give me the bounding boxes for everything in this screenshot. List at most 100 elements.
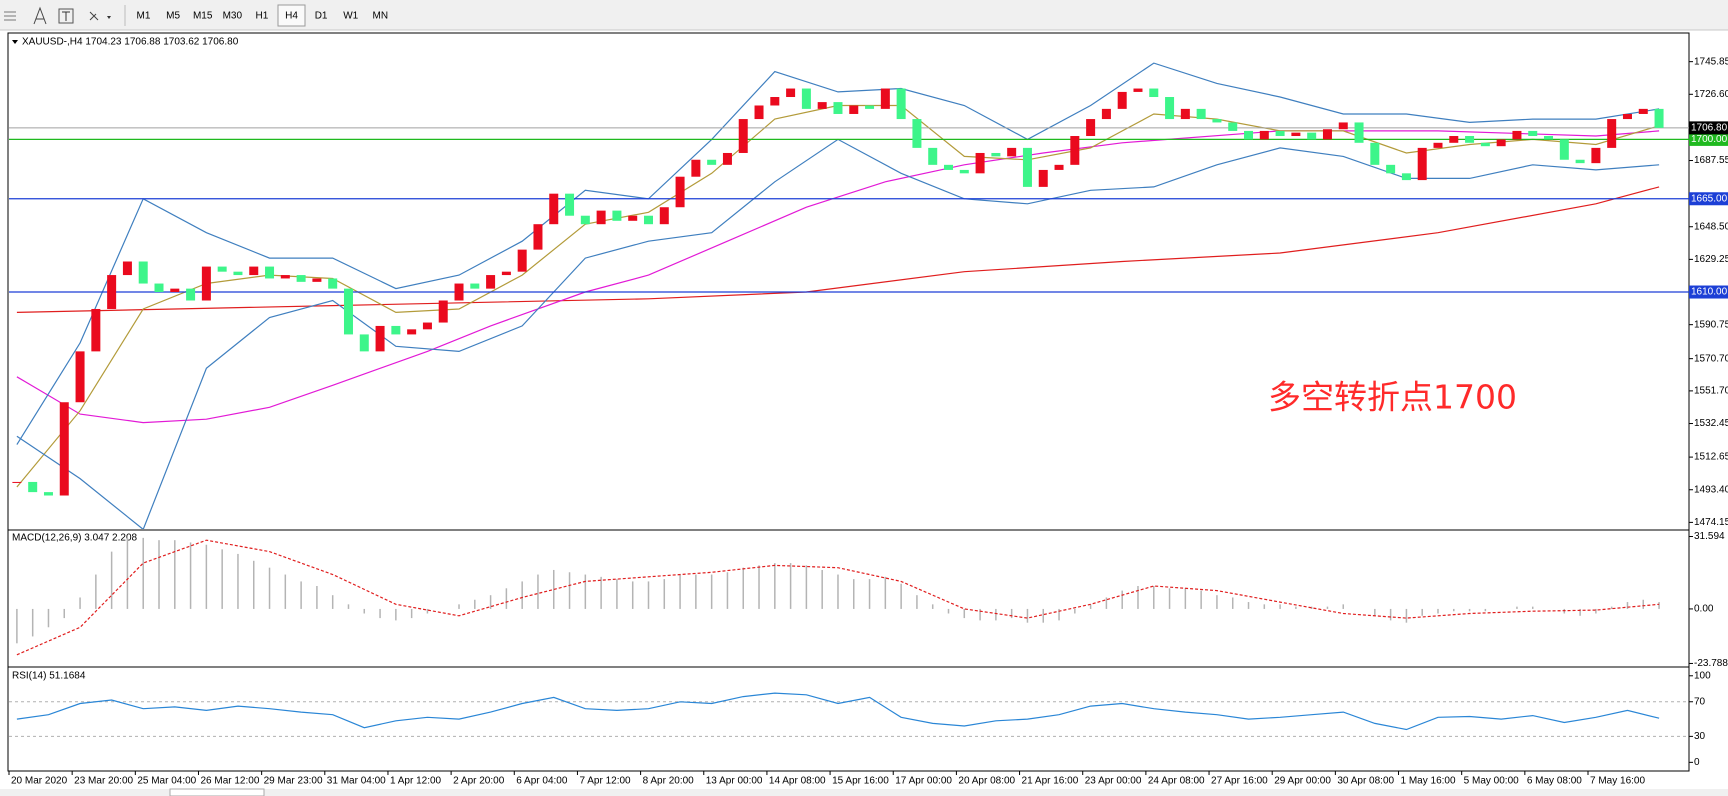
candle-body: [533, 224, 543, 250]
candle-body: [896, 88, 906, 120]
candle-body: [612, 210, 622, 221]
candle-body: [122, 261, 132, 276]
candle-body: [1370, 142, 1380, 165]
y-tick-label: 31.594: [1694, 531, 1725, 542]
candle-body: [249, 266, 259, 276]
timeframe-button[interactable]: [307, 5, 335, 26]
timeframe-label[interactable]: M1: [137, 11, 151, 22]
candle-body: [170, 288, 180, 293]
candle-body: [1338, 122, 1348, 130]
time-label: 20 Mar 2020: [11, 776, 68, 787]
time-label: 23 Mar 20:00: [74, 776, 133, 787]
candle-body: [928, 147, 938, 165]
y-tick-label: 1687.55: [1694, 155, 1728, 166]
rsi-line: [16, 692, 1660, 731]
candle-body: [1275, 130, 1285, 137]
time-label: 27 Apr 16:00: [1211, 776, 1268, 787]
timeframe-button[interactable]: [277, 4, 306, 27]
timeframe-button[interactable]: [248, 5, 276, 26]
candle-body: [1465, 136, 1475, 143]
candle-body: [1291, 132, 1301, 137]
candle-body: [454, 283, 464, 301]
candle-body: [1149, 88, 1159, 98]
candle-body: [659, 207, 669, 225]
timeframe-button[interactable]: [218, 5, 246, 26]
timeframe-button[interactable]: [337, 5, 365, 26]
candle-body: [1496, 139, 1506, 147]
time-label: 25 Mar 04:00: [137, 776, 196, 787]
candle-body: [1354, 122, 1364, 143]
candle-body: [833, 102, 843, 114]
candle-body: [770, 97, 780, 106]
y-tick-label: 1629.25: [1694, 254, 1728, 265]
candle-body: [501, 271, 511, 276]
price-box: [1689, 121, 1728, 135]
candle-body: [549, 193, 559, 225]
candle-body: [1212, 119, 1222, 123]
timeframe-label[interactable]: M5: [166, 11, 180, 22]
candle-body: [43, 492, 53, 496]
y-tick-label: 1745.85: [1694, 56, 1728, 67]
y-tick-label: 0: [1694, 757, 1700, 768]
candle-body: [628, 215, 638, 221]
candle-body: [786, 88, 796, 98]
timeframe-label[interactable]: D1: [315, 11, 328, 22]
candle-body: [375, 325, 385, 352]
candle-body: [154, 283, 164, 293]
candle-body: [265, 266, 275, 279]
timeframe-button[interactable]: [159, 5, 187, 26]
candle-body: [959, 169, 969, 174]
candle-body: [1196, 108, 1206, 120]
candle-body: [991, 152, 1001, 157]
annotation: 多空转折点1700: [1268, 378, 1517, 417]
timeframe-label[interactable]: M30: [223, 11, 243, 22]
candle-body: [407, 329, 417, 335]
timeframe-label[interactable]: W1: [343, 11, 358, 22]
candle-body: [1386, 164, 1396, 174]
candle-body: [233, 271, 243, 276]
timeframe-button[interactable]: [189, 5, 217, 26]
candle-body: [486, 275, 496, 289]
timeframe-label[interactable]: H4: [285, 11, 298, 22]
candle-body: [865, 105, 875, 109]
time-label: 21 Apr 16:00: [1022, 776, 1079, 787]
candle-body: [1070, 136, 1080, 165]
timeframe-label[interactable]: MN: [373, 11, 389, 22]
y-tick-label: 1493.40: [1694, 484, 1728, 495]
candle-body: [1259, 130, 1269, 140]
main-plot: [9, 62, 1689, 529]
candle-body: [1133, 88, 1143, 92]
main-header: XAUUSD-,H4 1704.23 1706.88 1703.62 1706.…: [22, 37, 239, 48]
y-tick-label: -23.788: [1694, 658, 1728, 669]
candle-body: [722, 152, 732, 165]
time-label: 29 Mar 23:00: [264, 776, 323, 787]
candle-body: [107, 275, 117, 309]
candle-body: [422, 322, 432, 330]
price-box-label: 1706.80: [1691, 123, 1728, 134]
time-label: 13 Apr 00:00: [706, 776, 763, 787]
candle-body: [438, 300, 448, 323]
timeframe-label[interactable]: M15: [193, 11, 213, 22]
indicator-line: [16, 62, 1660, 445]
time-label: 6 Apr 04:00: [516, 776, 568, 787]
time-label: 29 Apr 00:00: [1274, 776, 1331, 787]
time-label: 1 May 16:00: [1401, 776, 1456, 787]
candle-body: [1417, 147, 1427, 181]
timeframe-button[interactable]: [130, 5, 157, 26]
candle-body: [517, 249, 527, 272]
tool-icons[interactable]: [4, 6, 111, 25]
candle-body: [1054, 164, 1064, 170]
time-label: 8 Apr 20:00: [643, 776, 695, 787]
candle-body: [201, 266, 211, 301]
candle-body: [1433, 142, 1443, 148]
candle-body: [391, 325, 401, 335]
candle-body: [691, 159, 701, 177]
candle-body: [1244, 130, 1254, 140]
timeframe-label[interactable]: H1: [256, 11, 269, 22]
timeframe-button[interactable]: [366, 5, 394, 26]
y-tick-label: 1570.70: [1694, 353, 1728, 364]
y-tick-label: 0.00: [1694, 604, 1714, 615]
candle-body: [138, 261, 148, 284]
candle-body: [296, 275, 306, 282]
